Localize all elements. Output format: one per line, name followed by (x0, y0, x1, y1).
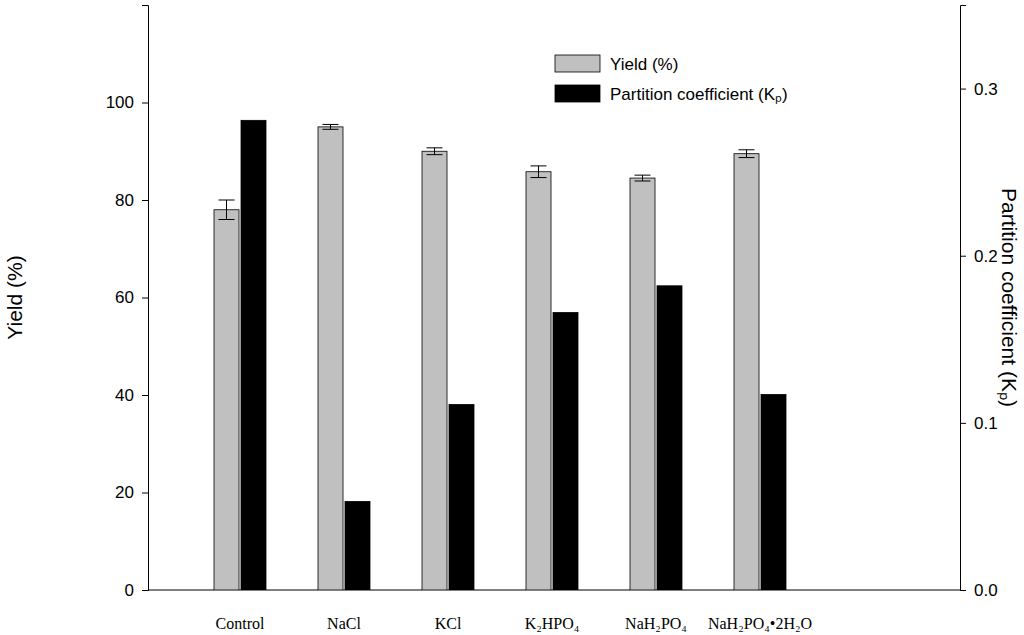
error-stem (538, 166, 539, 178)
y2-axis-title: Partition coefficient (Kₚ) (996, 188, 1021, 407)
error-stem (746, 150, 747, 158)
y2-tick-mark (960, 423, 966, 424)
error-cap (323, 124, 339, 125)
bar (345, 501, 370, 590)
x-tick: NaH₂PO₄•2H₂O (708, 615, 812, 632)
error-cap (219, 219, 235, 220)
error-cap (739, 149, 755, 150)
legend-item: Yield (%) (555, 55, 678, 74)
y-tick-label: 100 (106, 93, 134, 112)
y-tick: 0 (125, 581, 148, 600)
y-tick-label: 60 (115, 288, 134, 307)
legend-label: Partition coefficient (Kₚ) (610, 85, 788, 105)
x-tick: NaH₂PO₄ (625, 615, 687, 632)
bar (449, 404, 474, 590)
x-tick-label: K₂HPO₄ (525, 615, 580, 632)
error-cap (427, 154, 443, 155)
x-tick-label: KCl (435, 615, 462, 632)
error-cap (427, 147, 443, 148)
y2-tick-label: 0.1 (974, 414, 998, 433)
bar (214, 210, 239, 590)
y-tick-label: 80 (115, 191, 134, 210)
bar (734, 154, 759, 590)
error-stem (434, 148, 435, 155)
y2-axis: 0.0 0.1 0.2 0.3 (960, 6, 998, 600)
y-tick-mark (142, 200, 148, 201)
y2-tick-label: 0.3 (974, 80, 998, 99)
error-cap (531, 177, 547, 178)
y-axis-title: Yield (%) (3, 255, 26, 339)
error-bar (635, 175, 651, 181)
bar-series (214, 124, 759, 590)
error-bar (531, 166, 547, 178)
error-bar (739, 150, 755, 158)
bar (422, 151, 447, 590)
error-cap (635, 175, 651, 176)
error-cap (635, 180, 651, 181)
bar (318, 127, 343, 590)
y-tick: 80 (115, 191, 148, 210)
y2-tick-mark (960, 590, 966, 591)
y-axis-line (142, 6, 149, 591)
y-tick-mark (142, 298, 148, 299)
error-stem (226, 200, 227, 220)
x-tick: K₂HPO₄ (525, 615, 580, 632)
y2-tick: 0.0 (960, 581, 998, 600)
x-tick-label: NaH₂PO₄•2H₂O (708, 615, 812, 632)
x-tick-label: NaCl (327, 615, 361, 632)
chart: 0 20 40 60 80 100 0.0 0.1 0.2 0.3 Control NaCl KCl K₂… (0, 0, 1024, 635)
y2-tick: 0.1 (960, 414, 998, 433)
y-tick: 20 (115, 483, 148, 502)
x-tick-label: NaH₂PO₄ (625, 615, 687, 632)
x-tick: NaCl (327, 615, 361, 632)
y-tick-mark (142, 395, 148, 396)
y2-tick-label: 0.0 (974, 581, 998, 600)
y-axis: 0 20 40 60 80 100 (106, 6, 149, 600)
y2-tick-mark (960, 256, 966, 257)
x-tick: KCl (435, 615, 462, 632)
y2-tick-mark (960, 89, 966, 90)
legend-item: Partition coefficient (Kₚ) (555, 85, 788, 105)
x-tick: Control (216, 615, 265, 632)
y-tick-label: 40 (115, 386, 134, 405)
error-cap (739, 157, 755, 158)
legend: Yield (%) Partition coefficient (Kₚ) (555, 55, 788, 105)
error-cap (531, 165, 547, 166)
bar (657, 286, 682, 590)
y2-tick: 0.3 (960, 80, 998, 99)
x-axis: Control NaCl KCl K₂HPO₄ NaH₂PO₄ NaH₂PO₄•2H₂O (216, 615, 813, 632)
bar-series (241, 120, 786, 590)
bar (241, 120, 266, 590)
y2-axis-line (961, 6, 967, 591)
y-tick-mark (142, 493, 148, 494)
error-bar (323, 124, 339, 129)
y-tick-mark (142, 103, 148, 104)
error-bar (219, 200, 235, 220)
error-bar (427, 148, 443, 155)
legend-swatch (555, 85, 600, 102)
y-tick-label: 0 (125, 581, 134, 600)
error-stem (642, 175, 643, 181)
error-cap (323, 129, 339, 130)
bar (761, 394, 786, 590)
y-tick: 60 (115, 288, 148, 307)
bar (630, 178, 655, 590)
y2-tick: 0.2 (960, 247, 998, 266)
x-tick-label: Control (216, 615, 265, 632)
error-cap (219, 200, 235, 201)
bar (553, 313, 578, 590)
bar (526, 172, 551, 590)
y-tick: 100 (106, 93, 148, 112)
legend-label: Yield (%) (610, 55, 678, 74)
error-stem (330, 124, 331, 129)
y-tick-label: 20 (115, 483, 134, 502)
y-tick: 40 (115, 386, 148, 405)
y2-tick-label: 0.2 (974, 247, 998, 266)
plot-area (214, 120, 786, 590)
legend-swatch (555, 55, 600, 72)
y-tick-mark (142, 590, 148, 591)
